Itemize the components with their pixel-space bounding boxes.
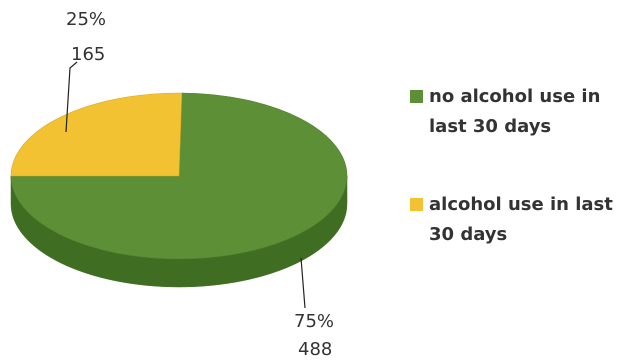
data-label-alcohol-value: 165 xyxy=(71,44,105,65)
legend-swatch-alcohol xyxy=(410,198,423,211)
legend-item-no-alcohol: no alcohol use in last 30 days xyxy=(410,82,625,142)
data-label-alcohol-percent: 25% xyxy=(66,9,106,30)
legend-line: no alcohol use in xyxy=(410,82,625,112)
leader-line-alcohol xyxy=(65,61,78,133)
data-label-no-alcohol-percent: 75% xyxy=(294,311,334,332)
pie-slice-alcohol xyxy=(10,92,183,177)
legend-swatch-no-alcohol xyxy=(410,90,423,103)
legend-line: alcohol use in last xyxy=(410,190,625,220)
legend-label-alcohol-line1: alcohol use in last xyxy=(429,194,613,215)
data-label-alcohol: 25% 165 xyxy=(66,9,106,65)
legend-label-no-alcohol-line2: last 30 days xyxy=(429,116,552,137)
legend-line: 30 days xyxy=(410,220,625,250)
data-label-no-alcohol-value: 488 xyxy=(298,339,332,360)
pie-slices xyxy=(10,92,348,288)
legend-item-alcohol: alcohol use in last 30 days xyxy=(410,190,625,250)
leader-lines xyxy=(65,61,306,309)
legend-label-no-alcohol-line1: no alcohol use in xyxy=(429,86,601,107)
legend-label-alcohol-line2: 30 days xyxy=(429,224,508,245)
data-label-no-alcohol: 75% 488 xyxy=(294,311,334,360)
legend-line: last 30 days xyxy=(410,112,625,142)
leader-line-no-alcohol xyxy=(300,257,306,309)
